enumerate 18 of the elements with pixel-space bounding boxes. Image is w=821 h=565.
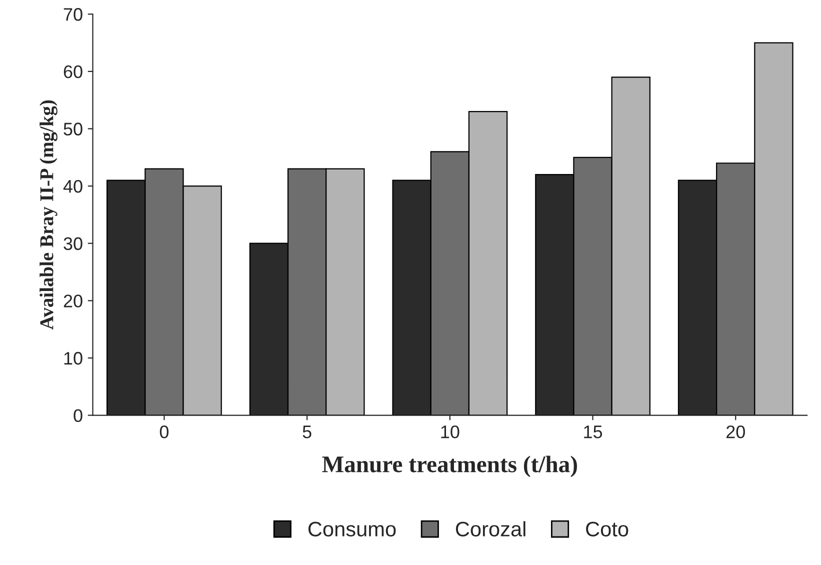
legend-label: Coto (586, 522, 628, 536)
x-tick-label: 0 (160, 425, 169, 438)
y-tick-label: 70 (64, 8, 82, 21)
x-tick-label: 20 (726, 425, 745, 438)
x-tick-label: 15 (584, 426, 602, 438)
legend-label: Consumo (308, 522, 396, 536)
y-tick-label: 60 (64, 65, 82, 78)
x-axis-title: Manure treatments (t/ha) (322, 456, 577, 478)
y-tick-label: 0 (74, 409, 82, 422)
y-tick-label: 50 (64, 122, 82, 136)
y-tick-label: 10 (64, 352, 82, 365)
y-tick-label: 40 (63, 180, 82, 193)
x-tick-label: 10 (441, 425, 460, 438)
y-tick-label: 20 (64, 294, 82, 308)
x-tick-label: 5 (302, 426, 312, 438)
y-tick-label: 30 (64, 237, 82, 250)
y-axis-title: Available Bray II-P (mg/kg) (40, 100, 58, 330)
legend-label: Corozal (456, 521, 526, 536)
